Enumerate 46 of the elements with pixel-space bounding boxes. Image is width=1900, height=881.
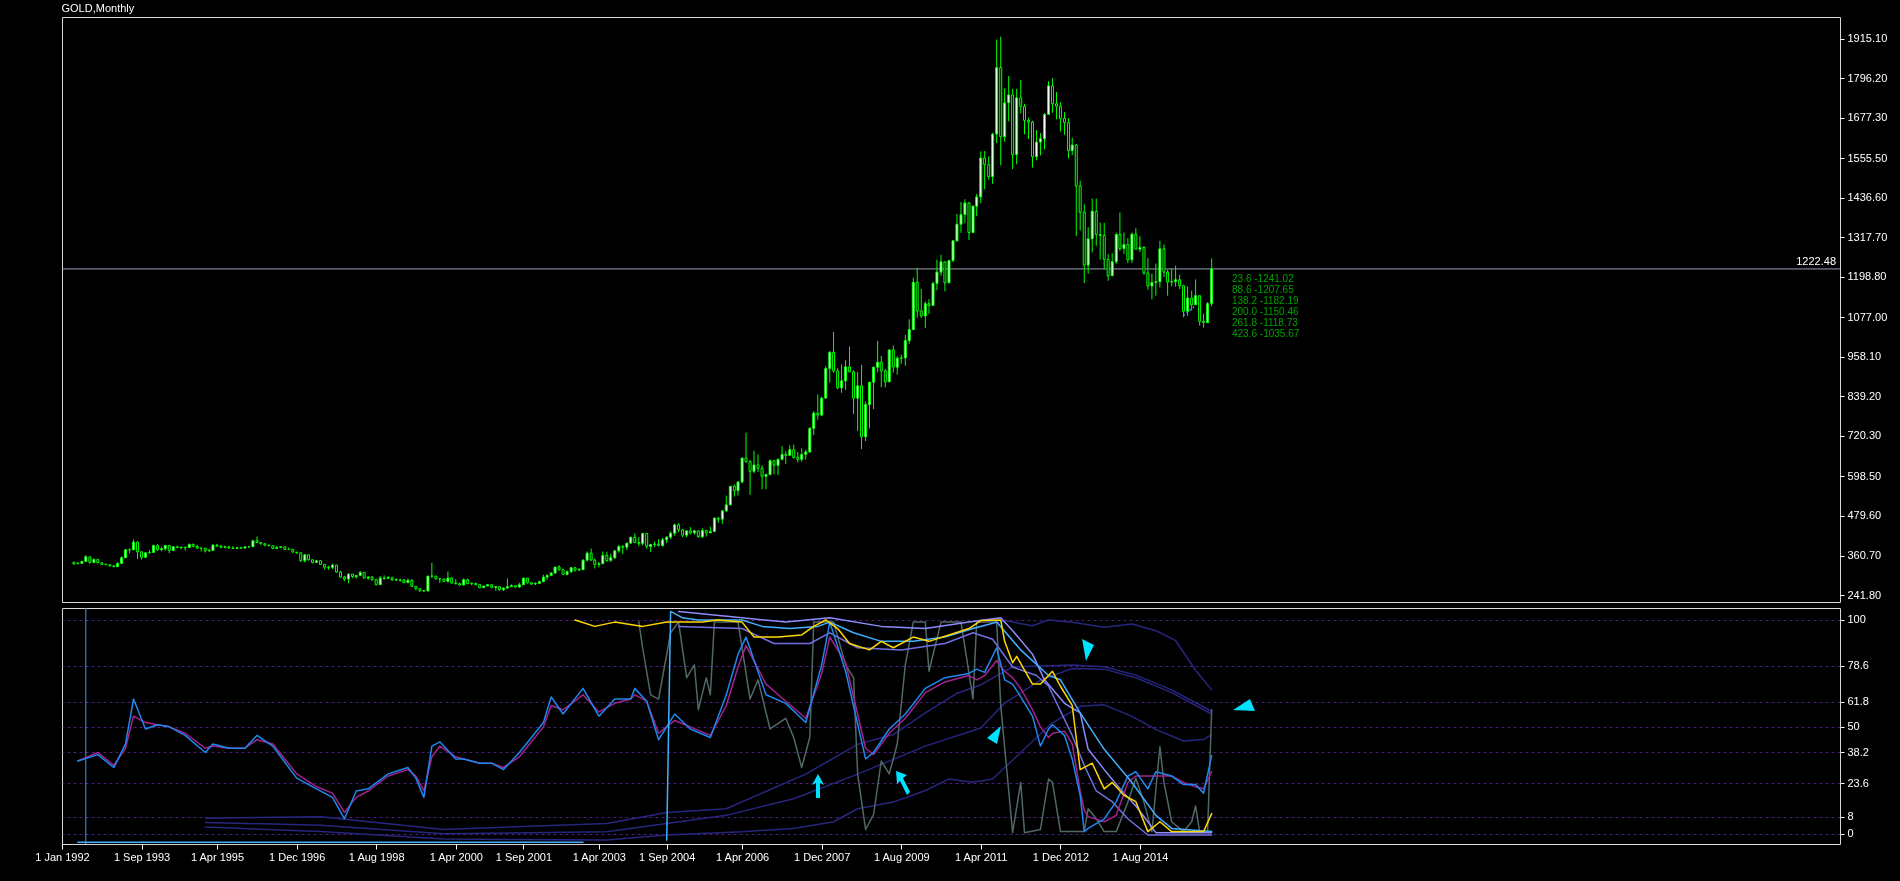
- y-tick-label: 23.6: [1847, 776, 1869, 789]
- x-tick-label: 1 Apr 2000: [429, 850, 483, 863]
- annotation: 138.2 -1182.19: [1232, 295, 1299, 306]
- x-tick-label: 1 Dec 2012: [1032, 850, 1090, 863]
- x-tick-label: 1 Aug 2009: [873, 850, 930, 863]
- y-tick-label: 598.50: [1847, 469, 1882, 482]
- x-tick-label: 1 Sep 1993: [113, 850, 171, 863]
- x-tick-label: 1 Sep 2004: [639, 850, 696, 863]
- y-tick-label: 1555.50: [1847, 151, 1888, 164]
- annotation: 88.6 -1207.65: [1232, 284, 1295, 295]
- y-tick-label: 958.10: [1847, 350, 1882, 363]
- y-tick-label: 1436.60: [1847, 191, 1888, 204]
- y-tick-label: 38.2: [1847, 745, 1869, 758]
- x-tick-label: 1 Apr 2006: [715, 850, 770, 863]
- annotation: 23.6 -1241.02: [1232, 273, 1295, 284]
- x-tick-label: 1 Apr 2003: [572, 850, 626, 863]
- y-tick-label: 1077.00: [1847, 310, 1888, 323]
- x-tick-label: 1 Sep 2001: [495, 850, 553, 863]
- annotation: 423.6 -1035.67: [1232, 328, 1300, 339]
- x-tick-label: 1 Aug 1998: [348, 850, 405, 863]
- annotation: 200.0 -1150.46: [1232, 306, 1299, 317]
- y-tick-label: 1796.20: [1847, 71, 1888, 84]
- y-tick-label: 839.20: [1847, 389, 1882, 402]
- y-tick-label: 100: [1847, 613, 1866, 626]
- y-tick-label: 360.70: [1847, 549, 1882, 562]
- x-tick-label: 1 Jan 1992: [35, 850, 90, 863]
- y-tick-label: 0: [1847, 827, 1854, 840]
- y-tick-label: 8: [1847, 810, 1854, 823]
- y-tick-label: 720.30: [1847, 429, 1882, 442]
- y-tick-label: 1317.70: [1847, 230, 1888, 243]
- x-tick-label: 1 Apr 2011: [955, 850, 1008, 863]
- x-tick-label: 1 Aug 2014: [1112, 850, 1169, 863]
- y-tick-label: 50: [1847, 720, 1860, 733]
- y-tick-label: 61.8: [1847, 695, 1869, 708]
- y-tick-label: 1677.30: [1847, 111, 1888, 124]
- y-tick-label: 1198.80: [1847, 270, 1887, 283]
- x-tick-label: 1 Apr 1995: [190, 850, 245, 863]
- y-tick-label: 1915.10: [1847, 32, 1888, 45]
- chart-title: GOLD,Monthly: [61, 2, 135, 14]
- x-tick-label: 1 Dec 1996: [269, 850, 326, 863]
- y-tick-label: 78.6: [1847, 659, 1869, 672]
- y-tick-label: 479.60: [1847, 509, 1882, 522]
- ref-line-label: 1222.48: [1796, 254, 1836, 267]
- y-tick-label: 241.80: [1847, 588, 1882, 601]
- annotation: 261.8 -1118.73: [1232, 317, 1299, 328]
- x-tick-label: 1 Dec 2007: [794, 850, 851, 863]
